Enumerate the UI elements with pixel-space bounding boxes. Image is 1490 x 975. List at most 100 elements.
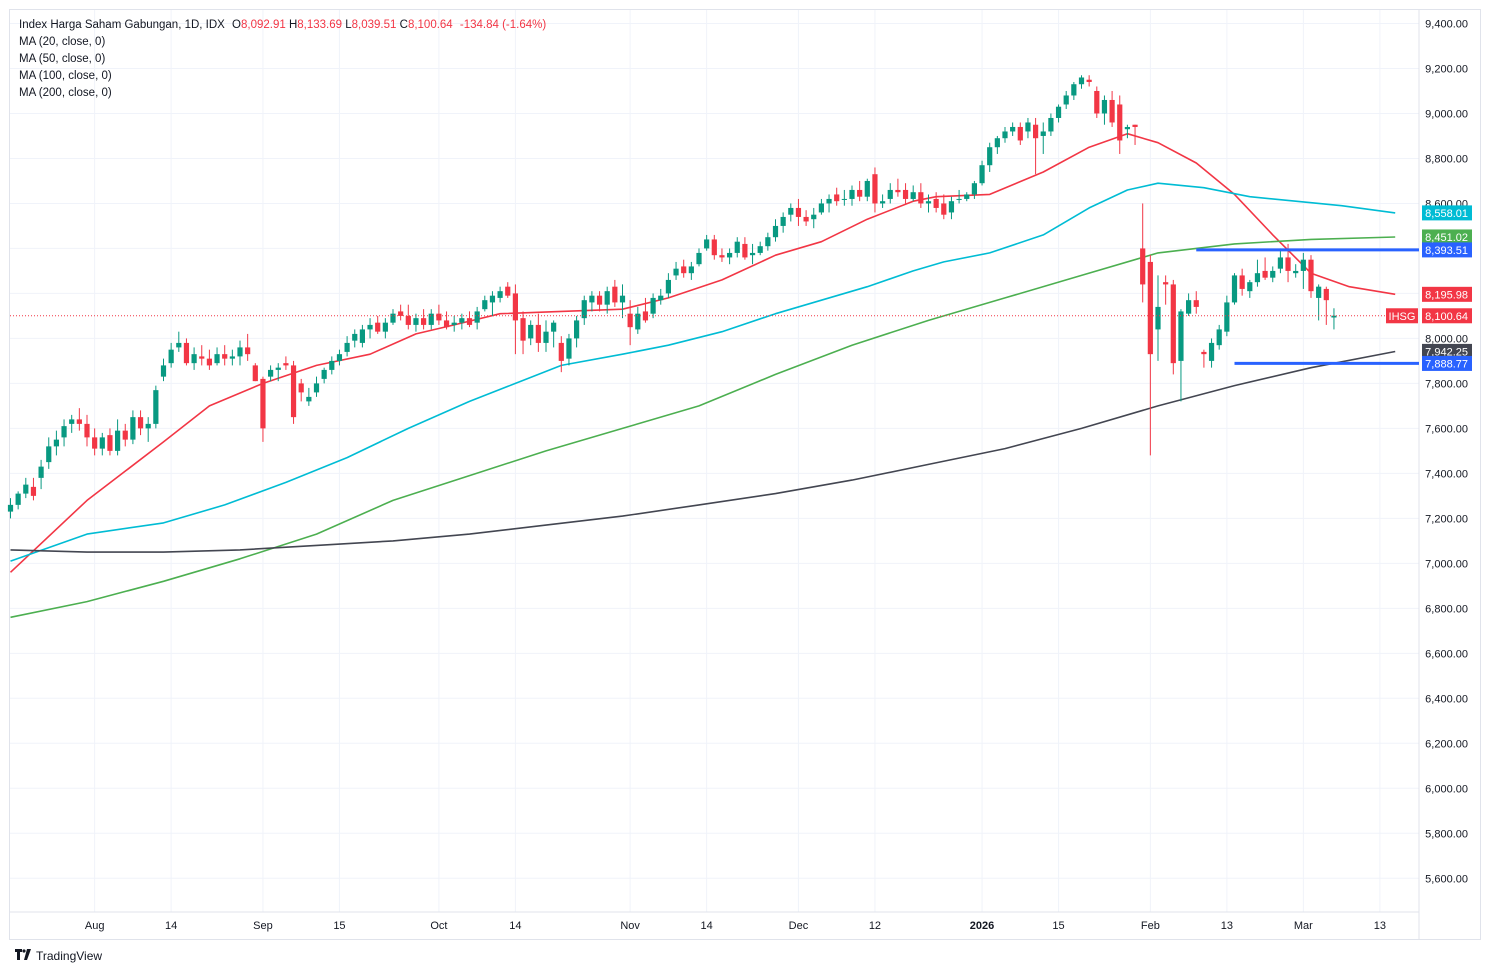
candle-body xyxy=(1101,99,1108,114)
candle-body xyxy=(818,203,824,213)
legend-ma50[interactable]: MA (50, close, 0) xyxy=(19,53,106,65)
candle-body xyxy=(948,201,955,213)
candle-body xyxy=(826,198,832,204)
candle-body xyxy=(834,194,840,202)
candle-body xyxy=(1201,351,1207,355)
legend-ma200[interactable]: MA (200, close, 0) xyxy=(19,87,112,99)
candle-body xyxy=(635,313,641,330)
candle-body xyxy=(1094,90,1100,114)
candle-body xyxy=(1017,126,1023,141)
candle-body xyxy=(658,295,664,301)
candle-body xyxy=(176,342,182,348)
candle-body xyxy=(290,365,297,418)
candle-body xyxy=(84,423,90,438)
candle-body xyxy=(734,241,740,253)
candle-body xyxy=(795,207,802,217)
candle-body xyxy=(1224,302,1230,332)
candle-body xyxy=(1247,282,1253,292)
chart-legend: Index Harga Saham Gabungan, 1D, IDX O8,0… xyxy=(19,17,546,102)
ohlc-high-label: H xyxy=(288,19,298,31)
candle-body xyxy=(1147,261,1153,355)
candle-body xyxy=(329,360,335,370)
legend-symbol-row: Index Harga Saham Gabungan, 1D, IDX O8,0… xyxy=(19,17,546,34)
candle-body xyxy=(214,354,220,364)
candle-body xyxy=(918,192,924,204)
candle-body xyxy=(313,383,320,393)
candle-body xyxy=(115,430,121,451)
price-label-box xyxy=(1422,229,1472,245)
y-tick-label: 6,200.00 xyxy=(1425,738,1468,750)
candle-body xyxy=(688,266,694,274)
tradingview-brand[interactable]: TradingView xyxy=(15,948,102,963)
price-label-box xyxy=(1422,355,1472,371)
candle-body xyxy=(520,318,526,341)
candle-body xyxy=(390,313,396,323)
candle-body xyxy=(1086,79,1092,82)
candle-body xyxy=(482,300,488,310)
candle-body xyxy=(206,358,212,366)
candle-body xyxy=(1285,257,1291,271)
candle-body xyxy=(352,333,358,341)
candle-body xyxy=(92,437,98,449)
candle-body xyxy=(30,486,37,496)
candle-body xyxy=(306,396,312,402)
tradingview-logo-icon xyxy=(15,948,32,963)
candle-body xyxy=(956,198,962,200)
y-tick-label: 7,800.00 xyxy=(1425,378,1468,390)
candle-body xyxy=(987,147,993,166)
candle-body xyxy=(1270,270,1276,278)
candle-body xyxy=(742,243,748,258)
candle-body xyxy=(23,484,29,494)
x-tick-label: Aug xyxy=(85,920,105,932)
tradingview-label: TradingView xyxy=(36,948,103,963)
candle-body xyxy=(489,295,496,303)
candle-body xyxy=(76,419,82,424)
candle-body xyxy=(1323,288,1329,301)
candle-body xyxy=(1155,306,1161,330)
price-label-box xyxy=(1422,343,1472,359)
candle-body xyxy=(964,194,970,199)
candles-group xyxy=(7,75,1337,519)
candle-body xyxy=(153,390,159,424)
candle-body xyxy=(711,239,717,256)
candle-body xyxy=(1063,95,1069,105)
candle-body xyxy=(229,356,235,359)
x-tick-label: 14 xyxy=(701,920,713,932)
candle-body xyxy=(1010,126,1016,132)
candle-body xyxy=(359,329,365,343)
x-tick-label: Oct xyxy=(430,920,447,932)
chart-frame xyxy=(9,9,1481,940)
candle-body xyxy=(53,439,59,447)
candle-body xyxy=(665,279,671,294)
candle-body xyxy=(382,322,388,332)
candle-body xyxy=(268,369,274,377)
y-tick-label: 9,200.00 xyxy=(1425,63,1468,75)
candle-body xyxy=(252,365,258,382)
y-tick-label: 6,400.00 xyxy=(1425,693,1468,705)
price-label-text: 8,558.01 xyxy=(1425,208,1468,220)
candle-body xyxy=(199,356,205,359)
candle-body xyxy=(466,318,473,325)
candle-body xyxy=(841,198,847,200)
legend-ma100[interactable]: MA (100, close, 0) xyxy=(19,70,112,82)
candle-body xyxy=(1293,270,1299,274)
price-label-text: 8,393.51 xyxy=(1425,245,1468,257)
candle-body xyxy=(681,266,687,274)
y-tick-label: 7,600.00 xyxy=(1425,423,1468,435)
legend-ma20[interactable]: MA (20, close, 0) xyxy=(19,36,106,48)
candle-body xyxy=(130,417,136,440)
candle-body xyxy=(1109,99,1115,123)
candle-body xyxy=(321,369,327,379)
candle-body xyxy=(336,354,343,361)
symbol-tag-text: IHSG xyxy=(1389,311,1416,323)
ohlc-close-label: C xyxy=(399,19,408,31)
candle-body xyxy=(880,201,886,204)
candle-body xyxy=(994,138,1000,148)
x-tick-label: 13 xyxy=(1221,920,1233,932)
candle-body xyxy=(543,331,549,343)
candle-body xyxy=(902,189,909,199)
ohlc-open-label: O xyxy=(232,19,241,31)
candle-body xyxy=(765,237,771,247)
y-tick-label: 5,800.00 xyxy=(1425,828,1468,840)
